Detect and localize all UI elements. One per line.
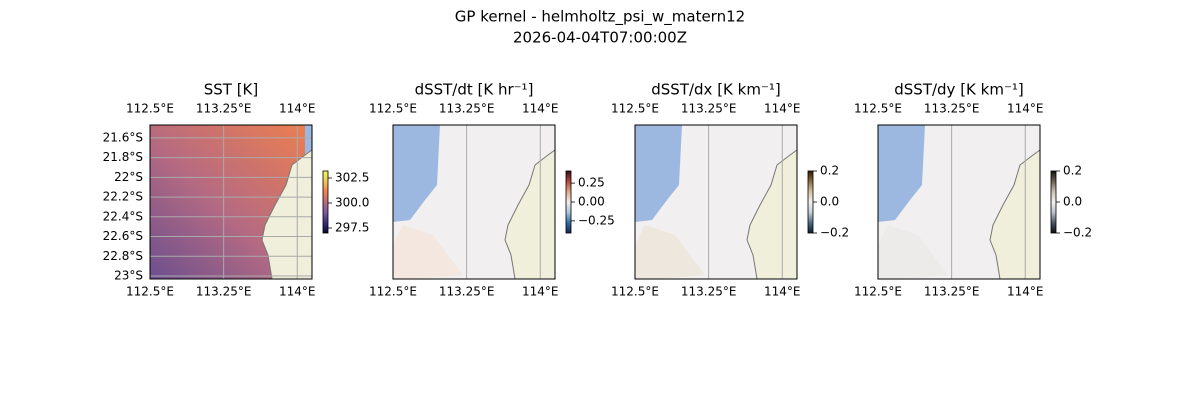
x-tick-label-bottom: 112.5°E (126, 285, 174, 299)
colorbar-tick-label: 0.0 (820, 195, 839, 209)
x-tick-label-top: 113.25°E (924, 102, 980, 116)
x-tick-label-top: 113.25°E (439, 102, 495, 116)
colorbar-tick-label: −0.2 (820, 226, 849, 240)
x-tick-label-top: 114°E (522, 102, 559, 116)
x-tick-label-bottom: 113.25°E (196, 285, 252, 299)
masked-ocean (878, 125, 925, 222)
x-tick-label-bottom: 112.5°E (369, 285, 417, 299)
x-tick-label-top: 113.25°E (196, 102, 252, 116)
field-feature (878, 225, 948, 279)
x-tick-label-bottom: 114°E (522, 285, 559, 299)
y-tick-label: 21.8°S (103, 150, 143, 164)
y-tick-label: 23°S (114, 269, 143, 283)
panel-title: SST [K] (204, 81, 259, 99)
panel-title: dSST/dy [K km⁻¹] (894, 81, 1024, 99)
x-tick-label-bottom: 113.25°E (681, 285, 737, 299)
y-tick-label: 22.8°S (103, 249, 143, 263)
x-tick-label-top: 114°E (279, 102, 316, 116)
colorbar-tick-label: 0.0 (1063, 195, 1082, 209)
figure-subtitle: 2026-04-04T07:00:00Z (513, 29, 687, 47)
x-tick-label-bottom: 113.25°E (439, 285, 495, 299)
x-tick-label-top: 112.5°E (126, 102, 174, 116)
panel-title: dSST/dx [K km⁻¹] (651, 81, 781, 99)
field-feature (635, 225, 705, 279)
x-tick-label-bottom: 114°E (1007, 285, 1044, 299)
field-feature (393, 225, 463, 279)
x-tick-label-top: 113.25°E (681, 102, 737, 116)
map-frame (149, 124, 313, 280)
x-tick-label-bottom: 112.5°E (611, 285, 659, 299)
x-tick-label-top: 112.5°E (611, 102, 659, 116)
colorbar (1050, 170, 1057, 234)
y-tick-label: 22.6°S (103, 229, 143, 243)
colorbar (565, 170, 572, 234)
y-tick-label: 21.6°S (103, 130, 143, 144)
colorbar-tick-label: 0.2 (1063, 164, 1082, 178)
x-tick-label-bottom: 114°E (764, 285, 801, 299)
x-tick-label-top: 112.5°E (369, 102, 417, 116)
colorbar-tick-label: 300.0 (335, 196, 369, 210)
map-frame (392, 124, 556, 280)
x-tick-label-bottom: 113.25°E (924, 285, 980, 299)
colorbar (807, 170, 814, 234)
colorbar-tick-label: 0.25 (578, 176, 605, 190)
colorbar-tick-label: −0.25 (578, 213, 615, 227)
panel-title: dSST/dt [K hr⁻¹] (415, 81, 534, 99)
y-tick-label: 22°S (114, 170, 143, 184)
map-frame (877, 124, 1041, 280)
colorbar (322, 170, 329, 234)
y-tick-label: 22.2°S (103, 190, 143, 204)
masked-ocean (393, 125, 440, 222)
figure-title: GP kernel - helmholtz_psi_w_matern12 (455, 8, 745, 27)
x-tick-label-top: 114°E (764, 102, 801, 116)
masked-ocean (635, 125, 682, 222)
x-tick-label-top: 114°E (1007, 102, 1044, 116)
y-tick-label: 22.4°S (103, 209, 143, 223)
colorbar-tick-label: 0.00 (578, 195, 605, 209)
colorbar-tick-label: 0.2 (820, 164, 839, 178)
x-tick-label-bottom: 114°E (279, 285, 316, 299)
x-tick-label-top: 112.5°E (854, 102, 902, 116)
colorbar-tick-label: 297.5 (335, 221, 369, 235)
x-tick-label-bottom: 112.5°E (854, 285, 902, 299)
colorbar-tick-label: −0.2 (1063, 226, 1092, 240)
colorbar-tick-label: 302.5 (335, 171, 369, 185)
map-frame (634, 124, 798, 280)
